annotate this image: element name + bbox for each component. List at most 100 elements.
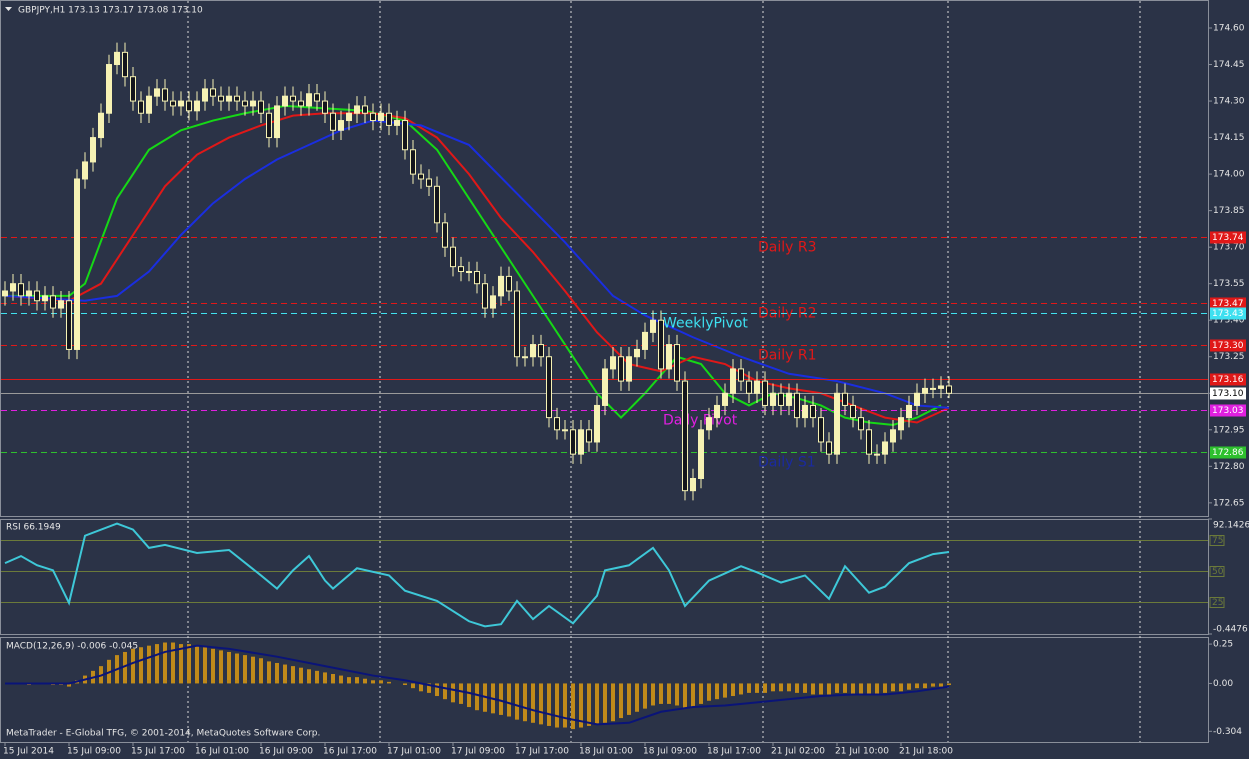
candle-body: [618, 356, 624, 382]
macd-bar: [947, 683, 951, 686]
macd-bar: [283, 664, 287, 684]
candle-body: [442, 222, 448, 248]
macd-bar: [179, 644, 183, 684]
y-tick-label: 173.55: [1213, 279, 1245, 289]
candle-body: [506, 275, 512, 292]
macd-bar: [211, 648, 215, 684]
y-tick-label: 173.40: [1213, 316, 1245, 326]
macd-bar: [667, 683, 671, 704]
candle-body: [106, 64, 112, 114]
macd-bar: [779, 683, 783, 692]
y-tick-label: -0.4476: [1213, 625, 1248, 635]
price-tag-label: 173.30: [1212, 341, 1244, 351]
price-tag-label: 173.43: [1212, 309, 1244, 319]
candle-body: [842, 392, 848, 406]
candle-body: [114, 51, 120, 66]
x-tick-label: 16 Jul 01:00: [195, 747, 249, 757]
candle-body: [226, 95, 232, 102]
macd-bar: [235, 653, 239, 684]
macd-bar: [771, 683, 775, 692]
macd-bar: [387, 681, 391, 684]
candle-body: [650, 319, 656, 333]
candle-body: [346, 112, 352, 122]
candle-body: [866, 429, 872, 455]
candle-body: [810, 404, 816, 419]
candle-body: [570, 429, 576, 455]
macd-bar: [875, 683, 879, 695]
macd-bar: [571, 683, 575, 730]
macd-bar: [923, 683, 927, 689]
macd-bar: [555, 683, 559, 728]
panel-title: GBPJPY,H1 173.13 173.17 173.08 173.10: [18, 6, 203, 16]
rsi-level-tag: [1209, 597, 1225, 608]
candle-body: [170, 100, 176, 107]
price-tag-label: 173.74: [1212, 233, 1244, 243]
macd-bar: [355, 677, 359, 684]
y-tick-label: 174.30: [1213, 97, 1245, 107]
candle-body: [882, 441, 888, 455]
candle-body: [386, 112, 392, 126]
macd-bar: [123, 651, 127, 684]
macd-bar: [747, 683, 751, 693]
level-name: Daily R1: [758, 348, 817, 364]
price-tag-label: 173.16: [1212, 375, 1244, 385]
macd-bar: [675, 683, 679, 706]
candle-body: [234, 95, 240, 102]
macd-bar: [459, 683, 463, 704]
macd-bar: [411, 683, 415, 689]
candle-body: [18, 283, 24, 297]
y-tick-label: 92.1426: [1213, 521, 1249, 531]
y-tick-label: 174.45: [1213, 60, 1245, 70]
y-tick-label: 174.15: [1213, 133, 1245, 143]
macd-bar: [915, 683, 919, 689]
x-tick-label: 21 Jul 18:00: [899, 747, 953, 757]
candle-body: [938, 385, 944, 389]
candle-body: [786, 392, 792, 406]
macd-bar: [363, 678, 367, 684]
candle-body: [586, 429, 592, 443]
macd-bar: [435, 683, 439, 697]
macd-bar: [659, 683, 663, 704]
panel-title: MACD(12,26,9) -0.006 -0.045: [6, 642, 138, 652]
macd-bar: [731, 683, 735, 697]
moving-average: [5, 104, 942, 426]
macd-bar: [859, 683, 863, 695]
macd-bar: [899, 683, 903, 692]
menu-arrow[interactable]: [5, 7, 12, 11]
candle-body: [522, 356, 528, 359]
macd-bar: [419, 683, 423, 692]
macd-bar: [827, 683, 831, 695]
macd-bar: [403, 683, 407, 686]
candle-body: [122, 51, 128, 78]
candle-body: [74, 178, 80, 350]
candle-body: [738, 368, 744, 382]
y-tick-label: 174.00: [1213, 170, 1245, 180]
candle-body: [850, 404, 856, 419]
candle-body: [834, 392, 840, 455]
macd-bar: [475, 683, 479, 711]
macd-bar: [515, 683, 519, 720]
candle-body: [10, 283, 16, 292]
macd-bar: [195, 645, 199, 684]
candle-body: [314, 93, 320, 102]
macd-bar: [643, 683, 647, 709]
macd-bar: [315, 670, 319, 684]
macd-bar: [603, 683, 607, 723]
candle-body: [826, 441, 832, 455]
y-tick-label: 173.70: [1213, 243, 1245, 253]
macd-bar: [499, 683, 503, 715]
candle-body: [626, 356, 632, 382]
candle-body: [394, 120, 400, 126]
macd-bar: [699, 683, 703, 704]
candle-body: [90, 137, 96, 163]
macd-bar: [707, 683, 711, 701]
macd-bar: [619, 683, 623, 719]
candle-body: [98, 112, 104, 139]
candle-body: [722, 392, 728, 406]
candle-body: [610, 356, 616, 370]
price-tag-label: 173.03: [1212, 406, 1244, 416]
moving-average: [4, 112, 950, 424]
rsi-level-label: 50: [1212, 567, 1224, 577]
candle-body: [210, 88, 216, 97]
